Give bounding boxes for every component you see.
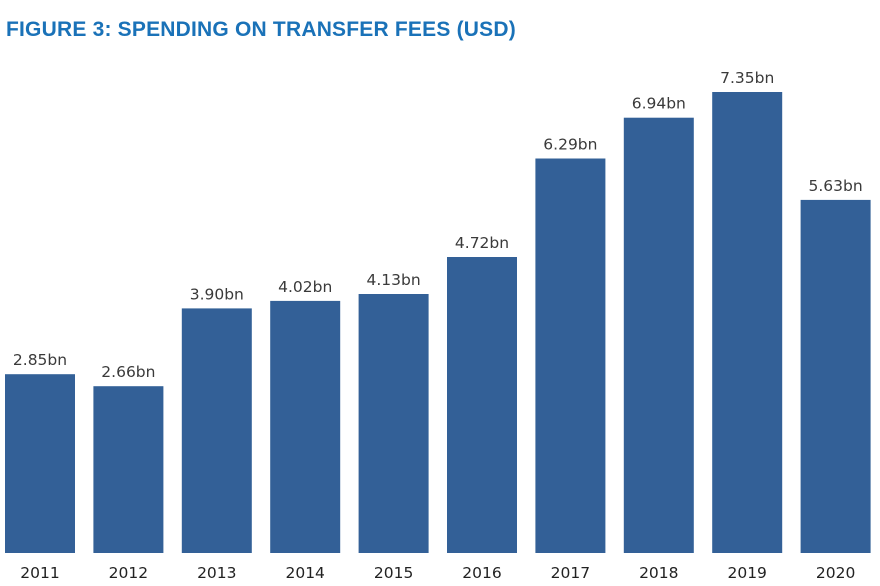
data-label-2012: 2.66bn [101,363,155,381]
x-tick-label-2016: 2016 [462,564,501,582]
data-label-2011: 2.85bn [13,351,67,369]
chart-title: FIGURE 3: SPENDING ON TRANSFER FEES (USD… [6,18,516,41]
bar-2019 [712,92,783,553]
x-tick-label-2011: 2011 [20,564,59,582]
bar-2013 [181,308,252,553]
x-tick-label-2015: 2015 [374,564,413,582]
data-label-2018: 6.94bn [632,95,686,113]
bar-2012 [93,386,164,553]
data-label-2020: 5.63bn [809,177,863,195]
x-tick-label-2019: 2019 [727,564,766,582]
bar-2018 [623,117,694,553]
data-label-2013: 3.90bn [190,285,244,303]
bar-2014 [270,300,341,553]
x-tick-label-2014: 2014 [285,564,324,582]
data-label-2017: 6.29bn [543,136,597,154]
bar-2015 [358,294,429,553]
data-label-2014: 4.02bn [278,278,332,296]
bar-2011 [5,374,75,553]
x-tick-label-2018: 2018 [639,564,678,582]
bar-2017 [535,158,606,553]
bar-2020 [800,199,871,553]
data-label-2015: 4.13bn [367,271,421,289]
x-tick-label-2020: 2020 [816,564,855,582]
bar-2016 [447,257,517,553]
x-tick-label-2013: 2013 [197,564,236,582]
data-label-2016: 4.72bn [455,234,509,252]
x-tick-label-2017: 2017 [551,564,590,582]
x-tick-label-2012: 2012 [109,564,148,582]
data-label-2019: 7.35bn [720,69,774,87]
